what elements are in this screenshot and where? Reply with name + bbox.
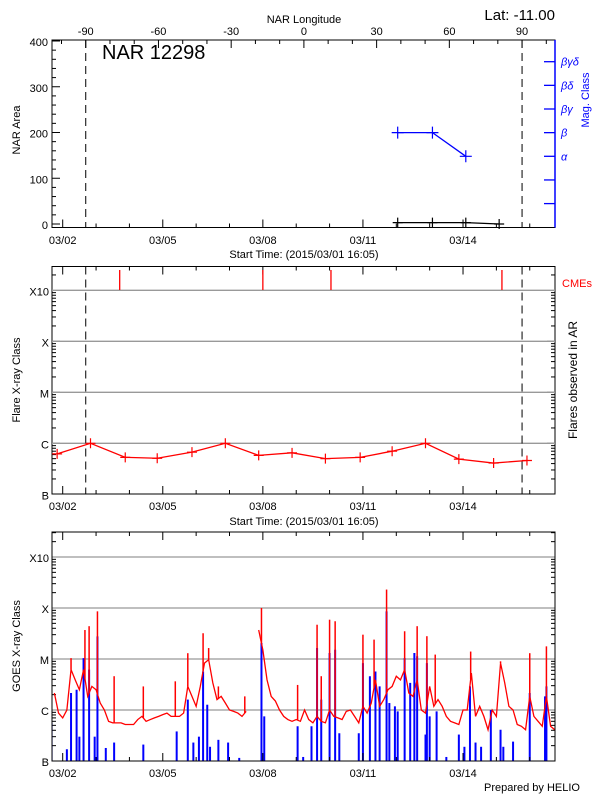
flare-data-point (320, 453, 331, 464)
panel1-area-tick-label: 100 (30, 174, 48, 186)
panel1-area-tick-label: 0 (42, 220, 48, 232)
mag-class-data-point (426, 126, 439, 139)
flare-data-point (85, 438, 96, 449)
longitude-tick-label: 30 (370, 26, 382, 38)
panel3-class-tick-label: C (41, 706, 49, 718)
region-title: NAR 12298 (102, 42, 205, 64)
area-data-point (460, 217, 471, 228)
panel1-frame (51, 39, 556, 228)
panel2-y2label: Flares observed in AR (566, 321, 580, 439)
flare-data-point (52, 448, 63, 459)
panel3-frame (51, 531, 556, 762)
panel2-class-tick-label: X (42, 337, 50, 349)
panel1-date-tick-label: 03/14 (449, 235, 477, 247)
mag-class-data-point (391, 126, 404, 139)
goes-data-group (52, 589, 555, 761)
footer-credit: Prepared by HELIO (484, 782, 580, 794)
flare-data-point (253, 450, 264, 461)
panel2-date-tick-label: 03/14 (449, 501, 477, 513)
longitude-axis-title: NAR Longitude (267, 14, 342, 26)
area-series-line (397, 221, 500, 225)
panel3-class-tick-label: M (40, 655, 49, 667)
panel2-date-tick-label: 03/11 (350, 501, 377, 513)
flare-data-point (186, 447, 197, 458)
panel3-date-tick-label: 03/14 (449, 768, 477, 780)
panel3-class-tick-label: X (42, 604, 50, 616)
mag-class-tick-label: α (561, 151, 568, 163)
flare-data-point (287, 447, 298, 458)
panel2-ylabel: Flare X-ray Class (11, 337, 23, 422)
longitude-tick-label: -90 (78, 26, 94, 38)
panel1-y2label: Mag. Class (580, 72, 592, 128)
area-data-point (427, 217, 438, 228)
flare-data-point (120, 452, 131, 463)
panel1-date-tick-label: 03/08 (249, 235, 277, 247)
longitude-tick-label: -30 (223, 26, 239, 38)
mag-class-tick-label: βγ (560, 104, 574, 116)
goes-long-line (258, 629, 555, 733)
flare-data-point (488, 458, 499, 469)
mag-class-tick-label: β (560, 128, 568, 140)
panel1-area-tick-label: 400 (30, 37, 48, 49)
panel2-date-tick-label: 03/02 (49, 501, 77, 513)
panel1-ylabel: NAR Area (11, 105, 23, 155)
panel1-date-tick-label: 03/11 (350, 235, 377, 247)
panel3-date-tick-label: 03/02 (49, 768, 77, 780)
latitude-label: Lat: -11.00 (484, 7, 555, 24)
flare-data-point (387, 446, 398, 457)
panel3-date-tick-label: 03/11 (350, 768, 377, 780)
goes-long-line (53, 658, 247, 726)
panel2-class-tick-label: M (40, 388, 49, 400)
area-data-point (392, 217, 403, 228)
area-data-point (494, 219, 505, 229)
panel2-class-tick-label: B (42, 490, 49, 502)
panel2-date-tick-label: 03/05 (149, 501, 177, 513)
panel1-date-tick-label: 03/02 (49, 235, 77, 247)
panel3-date-tick-label: 03/08 (249, 768, 277, 780)
longitude-tick-label: 90 (516, 26, 528, 38)
panel1-area-tick-label: 200 (30, 129, 48, 141)
flare-data-point (420, 438, 431, 449)
longitude-tick-label: 60 (443, 26, 455, 38)
mag-class-tick-label: βδ (560, 80, 574, 92)
panel2-date-tick-label: 03/08 (249, 501, 277, 513)
panel2-xlabel: Start Time: (2015/03/01 16:05) (229, 516, 378, 528)
panel2-class-tick-label: C (41, 439, 49, 451)
mag-class-tick-label: βγδ (560, 57, 580, 69)
cme-label: CMEs (562, 278, 592, 290)
flare-data-point (355, 452, 366, 463)
longitude-tick-label: 0 (301, 26, 307, 38)
panel1-area-tick-label: 300 (30, 83, 48, 95)
mag-class-series-line (397, 131, 467, 157)
flare-data-point (152, 453, 163, 464)
panel1-date-tick-label: 03/05 (149, 235, 177, 247)
panel3-ylabel: GOES X-ray Class (11, 600, 23, 692)
flare-data-point (220, 438, 231, 449)
panel2-frame (51, 266, 556, 495)
panel3-class-tick-label: B (42, 757, 49, 769)
panel3-date-tick-label: 03/05 (149, 768, 177, 780)
panel2-class-tick-label: X10 (29, 286, 49, 298)
flare-data-point (521, 455, 532, 466)
longitude-tick-label: -60 (151, 26, 167, 38)
flare-data-point (453, 454, 464, 465)
panel3-class-tick-label: X10 (29, 553, 49, 565)
mag-class-data-point (459, 150, 472, 163)
panel1-xlabel: Start Time: (2015/03/01 16:05) (229, 249, 378, 261)
